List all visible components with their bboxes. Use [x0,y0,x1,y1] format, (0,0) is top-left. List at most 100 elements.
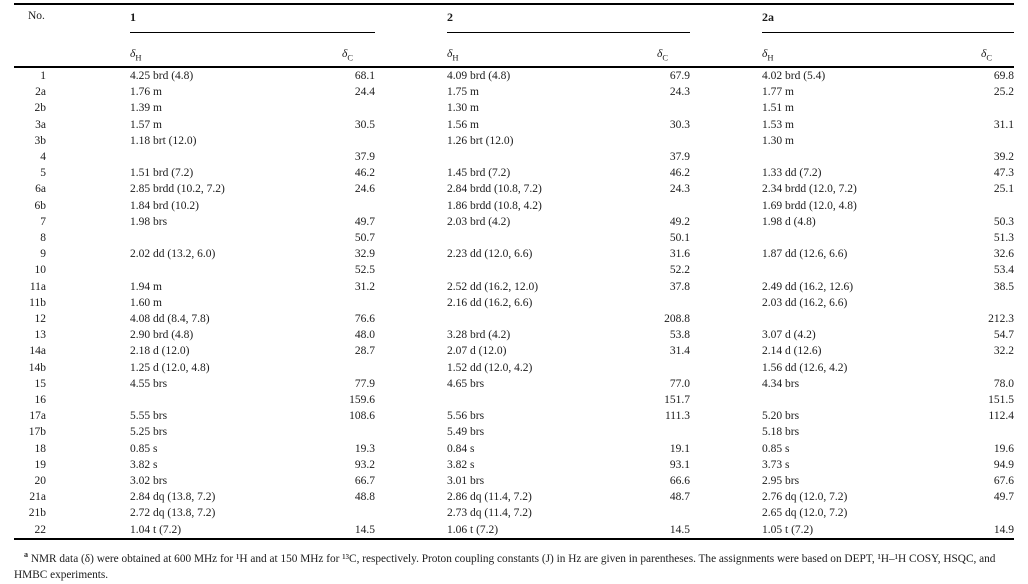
delta-h-value-compound-1: 4.08 dd (8.4, 7.8) [130,313,210,326]
delta-c-value-compound-2 [607,505,690,521]
table-row: 14a 2.18 d (12.0) 28.7 2.07 d (12.0) 31.… [14,343,1014,359]
column-spacer [690,246,762,262]
table-row: 6a 2.85 brdd (10.2, 7.2) 24.6 2.84 brdd … [14,181,1014,197]
delta-c-value-compound-2a [922,100,1014,116]
column-spacer [375,262,447,278]
delta-c-value-compound-2a: 53.4 [993,264,1014,277]
group-header-compound-2: 2 [447,4,690,33]
delta-c-value-compound-1: 19.3 [354,442,375,455]
column-spacer [375,279,447,295]
row-position-number: 18 [34,442,47,455]
table-row: 1 4.25 brd (4.8) 68.1 4.09 brd (4.8) 67.… [14,67,1014,84]
row-position-number: 14a [29,345,46,358]
delta-c-value-compound-2a: 112.4 [988,410,1014,423]
delta-h-value-compound-2a: 2.14 d (12.6) [762,345,822,358]
delta-c-value-compound-2: 50.1 [669,232,690,245]
delta-h-value-compound-2: 5.49 brs [447,426,485,439]
delta-h-value-compound-2 [447,149,607,165]
delta-c-value-compound-2a [922,505,1014,521]
delta-h-value-compound-2a: 1.56 dd (12.6, 4.2) [762,361,848,374]
delta-c-value-compound-2a [922,133,1014,149]
delta-c-value-compound-1: 24.6 [354,183,375,196]
delta-h-value-compound-1: 1.04 t (7.2) [130,523,182,536]
delta-c-value-compound-2a [922,198,1014,214]
delta-h-value-compound-2: 1.75 m [447,86,479,99]
delta-h-value-compound-2: 3.28 brd (4.2) [447,329,511,342]
delta-h-value-compound-2a: 1.87 dd (12.6, 6.6) [762,248,848,261]
delta-h-value-compound-2: 2.86 dq (11.4, 7.2) [447,491,532,504]
table-row: 3a 1.57 m 30.5 1.56 m 30.3 1.53 m 31.1 [14,117,1014,133]
delta-c-value-compound-1: 76.6 [354,313,375,326]
delta-h-value-compound-2 [447,262,607,278]
delta-c-value-compound-2 [607,360,690,376]
delta-h-value-compound-1: 2.72 dq (13.8, 7.2) [130,507,216,520]
delta-c-value-compound-2a: 38.5 [993,280,1014,293]
delta-c-value-compound-1: 28.7 [354,345,375,358]
delta-h-value-compound-2a: 4.34 brs [762,377,800,390]
table-row: 13 2.90 brd (4.8) 48.0 3.28 brd (4.2) 53… [14,327,1015,343]
delta-c-value-compound-1: 49.7 [354,215,375,228]
delta-h-value-compound-1: 1.25 d (12.0, 4.8) [130,361,210,374]
delta-c-value-compound-2a: 94.9 [993,458,1014,471]
column-spacer [690,214,762,230]
column-spacer [690,4,762,68]
row-position-number: 12 [34,313,47,326]
column-spacer [375,4,447,68]
delta-h-value-compound-1 [130,262,290,278]
delta-c-value-compound-1 [290,505,375,521]
row-position-number: 3a [35,118,46,131]
table-row: 21b 2.72 dq (13.8, 7.2) 2.73 dq (11.4, 7… [14,505,1014,521]
delta-h-value-compound-2: 1.52 dd (12.0, 4.2) [447,361,533,374]
nmr-data-table: No. 1 2 2a δH δC δH δC δH δC 1 4.25 b [14,3,1014,540]
table-row: 14b 1.25 d (12.0, 4.8) 1.52 dd (12.0, 4.… [14,360,1014,376]
delta-h-value-compound-2a: 3.07 d (4.2) [762,329,816,342]
delta-h-value-compound-2a [762,149,922,165]
delta-c-value-compound-2a: 50.3 [993,215,1014,228]
column-spacer [375,181,447,197]
row-position-number: 5 [40,167,46,180]
row-position-number: 6a [35,183,46,196]
column-spacer [690,181,762,197]
delta-c-value-compound-2a [922,424,1014,440]
delta-h-value-compound-2a: 2.95 brs [762,475,800,488]
column-spacer [375,360,447,376]
table-row: 8 50.7 50.1 51.3 [14,230,1014,246]
delta-c-value-compound-2: 208.8 [664,313,690,326]
column-spacer [690,279,762,295]
delta-h-value-compound-2: 4.65 brs [447,377,485,390]
column-spacer [375,392,447,408]
table-row: 5 1.51 brd (7.2) 46.2 1.45 brd (7.2) 46.… [14,165,1014,181]
delta-h-value-compound-2: 1.06 t (7.2) [447,523,499,536]
delta-c-value-compound-1: 48.0 [354,329,375,342]
delta-h-value-compound-2: 1.30 m [447,102,479,115]
row-position-number: 8 [40,232,46,245]
delta-h-value-compound-2a: 1.30 m [762,134,794,147]
delta-h-value-compound-2a: 0.85 s [762,442,790,455]
delta-c-value-compound-2a [922,360,1014,376]
column-spacer [690,408,762,424]
delta-c-value-compound-1: 30.5 [354,118,375,131]
delta-h-value-compound-2: 2.03 brd (4.2) [447,215,511,228]
delta-c-value-compound-2: 77.0 [669,377,690,390]
row-position-number: 20 [34,475,47,488]
delta-h-value-compound-2: 2.23 dd (12.0, 6.6) [447,248,533,261]
delta-c-value-compound-2: 31.6 [669,248,690,261]
delta-h-value-compound-1 [130,392,290,408]
column-header-delta-h-2: δH [447,32,607,68]
delta-h-value-compound-1: 1.84 brd (10.2) [130,199,199,212]
delta-h-value-compound-2: 4.09 brd (4.8) [447,70,511,82]
delta-c-value-compound-1: 24.4 [354,86,375,99]
row-position-number: 2b [34,102,47,115]
delta-c-value-compound-2: 24.3 [669,183,690,196]
delta-c-value-compound-2a: 212.3 [988,313,1014,326]
delta-c-value-compound-2: 24.3 [669,86,690,99]
table-row: 6b 1.84 brd (10.2) 1.86 brdd (10.8, 4.2)… [14,198,1014,214]
delta-h-value-compound-2 [447,230,607,246]
group-header-compound-2a: 2a [762,4,1014,33]
delta-c-value-compound-2: 48.7 [669,491,690,504]
delta-h-value-compound-1: 2.90 brd (4.8) [130,329,194,342]
column-spacer [690,457,762,473]
column-spacer [690,311,762,327]
row-position-number: 14b [28,361,46,374]
group-header-row: No. 1 2 2a [14,4,1014,68]
